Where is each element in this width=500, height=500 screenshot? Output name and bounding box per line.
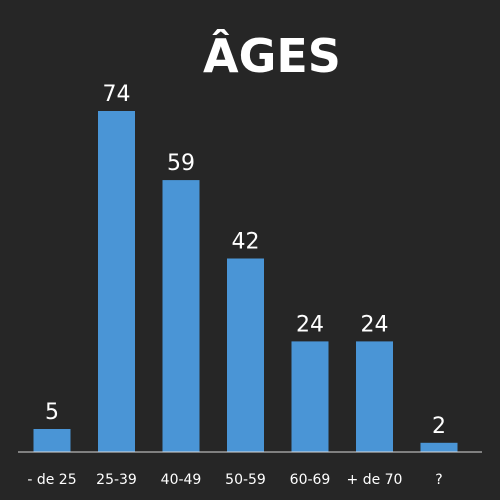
data-label-0: 5 <box>45 400 59 425</box>
data-label-6: 2 <box>432 414 446 439</box>
bar-6 <box>420 442 458 452</box>
bar-5 <box>356 341 393 452</box>
x-tick-label-0: - de 25 <box>27 472 76 488</box>
bar-1 <box>98 111 135 452</box>
tick-labels-layer: - de 25 25-39 40-49 50-59 60-69 + de 70? <box>27 472 442 488</box>
data-label-2: 59 <box>167 151 195 176</box>
data-label-1: 74 <box>103 82 131 107</box>
bars-layer <box>33 111 458 452</box>
chart-title: ÂGES <box>203 29 341 83</box>
data-label-5: 24 <box>361 312 389 337</box>
data-label-3: 42 <box>232 230 260 255</box>
x-tick-label-3: 50-59 <box>225 472 266 488</box>
x-tick-label-5: + de 70 <box>347 472 403 488</box>
value-labels-layer: 5 74 59 42 24 24 2 <box>45 82 446 439</box>
bar-4 <box>291 341 329 452</box>
bar-0 <box>33 429 71 452</box>
x-tick-label-6: ? <box>435 472 442 488</box>
bar-2 <box>162 180 200 452</box>
x-tick-label-1: 25-39 <box>96 472 137 488</box>
data-label-4: 24 <box>296 312 324 337</box>
x-tick-label-2: 40-49 <box>161 472 202 488</box>
bar-3 <box>227 258 264 452</box>
x-tick-label-4: 60-69 <box>290 472 331 488</box>
